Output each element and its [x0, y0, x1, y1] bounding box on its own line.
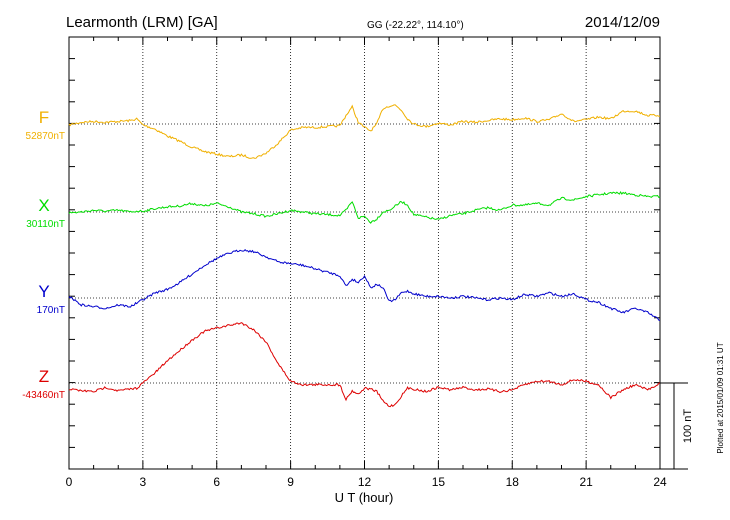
- series-baseline-z: -43460nT: [22, 390, 65, 401]
- series-layer: [68, 104, 661, 408]
- x-tick-label-8: 24: [653, 475, 667, 489]
- x-tick-label-5: 15: [432, 475, 446, 489]
- x-tick-label-6: 18: [506, 475, 520, 489]
- x-axis-label: U T (hour): [335, 490, 394, 505]
- coordinates-label: GG (-22.22°, 114.10°): [367, 20, 464, 31]
- series-line-z: [68, 322, 661, 408]
- station-title: Learmonth (LRM) [GA]: [66, 14, 218, 31]
- x-tick-label-4: 12: [358, 475, 372, 489]
- x-tick-labels: 0 3 6 9 12 15 18 21 24: [66, 475, 667, 489]
- x-tick-label-2: 6: [213, 475, 220, 489]
- series-labels: F 52870nT X 30110nT Y 170nT Z -43460nT: [22, 108, 65, 401]
- series-baseline-f: 52870nT: [26, 131, 65, 142]
- series-line-f: [68, 104, 660, 159]
- x-tick-label-0: 0: [66, 475, 73, 489]
- x-tick-label-3: 9: [287, 475, 294, 489]
- series-name-z: Z: [39, 367, 49, 386]
- series-baseline-y: 170nT: [37, 305, 65, 316]
- series-name-y: Y: [38, 282, 49, 301]
- series-name-f: F: [39, 108, 49, 127]
- x-tick-label-7: 21: [579, 475, 593, 489]
- series-line-x: [68, 191, 661, 224]
- series-name-x: X: [38, 196, 49, 215]
- series-baseline-x: 30110nT: [26, 219, 65, 230]
- plotted-at-note: Plotted at 2015/01/09 01:31 UT: [716, 342, 725, 453]
- date-label: 2014/12/09: [585, 14, 660, 31]
- scale-bar-label: 100 nT: [682, 409, 694, 444]
- series-line-y: [68, 248, 661, 321]
- axis-ticks: [68, 36, 661, 470]
- scale-bar: 100 nT: [660, 382, 694, 470]
- x-tick-label-1: 3: [140, 475, 147, 489]
- grid-lines: [69, 37, 660, 469]
